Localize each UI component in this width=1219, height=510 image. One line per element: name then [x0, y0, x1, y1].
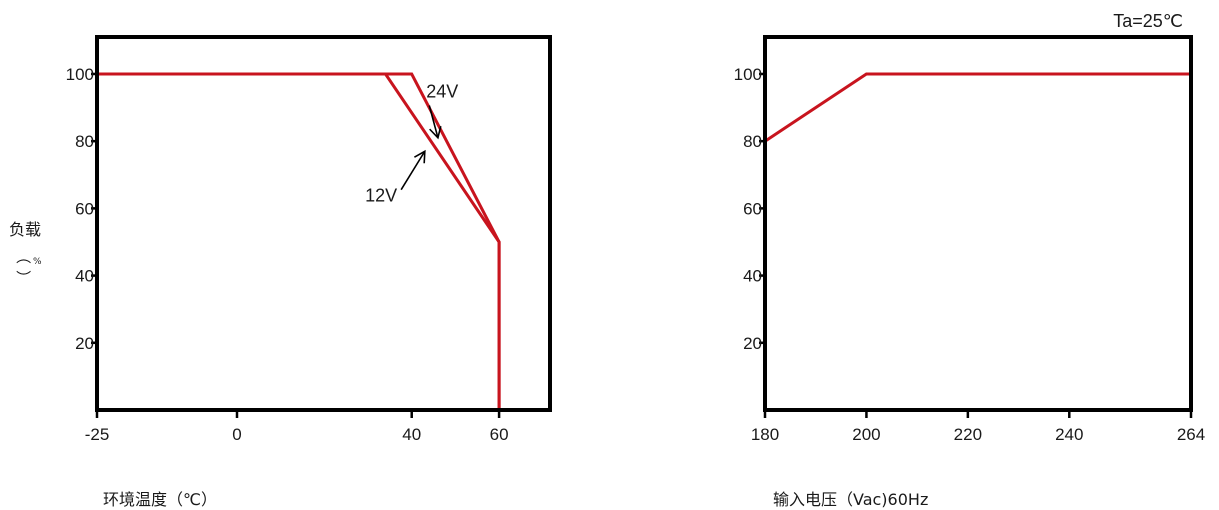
load-y-axis-label: 负载: [9, 220, 42, 239]
x-tick-label: 264: [1177, 425, 1205, 444]
load-y-axis-paren-close: ）: [14, 269, 33, 286]
chart-title: Ta=25℃: [1113, 11, 1183, 31]
annotation-12v: 12V: [365, 186, 397, 206]
y-tick-label: 60: [743, 199, 762, 218]
y-tick-label: 20: [75, 334, 94, 353]
x-tick-label: 220: [954, 425, 982, 444]
y-tick-label: 60: [75, 199, 94, 218]
annotation-arrowhead-24v: [429, 125, 442, 140]
x-tick-label: 240: [1055, 425, 1083, 444]
voltage-derating-chart: 20 40 60 80 100 180 200 220 240 264 Ta=25℃: [734, 11, 1206, 444]
y-tick-label: 20: [743, 334, 762, 353]
y-tick-label: 80: [743, 132, 762, 151]
x-tick-label: 60: [490, 425, 509, 444]
y-tick-label: 40: [743, 267, 762, 286]
y-tick-label: 40: [75, 267, 94, 286]
load-y-axis-paren-open: （: [14, 248, 33, 265]
y-tick-label: 100: [66, 65, 94, 84]
voltage-x-axis-title: 输入电压（Vac)60Hz: [773, 490, 929, 509]
temperature-derating-chart: 20 40 60 80 100 -25 0 40 60 24V 12V: [66, 35, 552, 444]
y-tick-label: 80: [75, 132, 94, 151]
annotation-arrowhead-12v: [414, 149, 426, 164]
x-tick-label: 180: [751, 425, 779, 444]
annotation-arrow-24v: [428, 105, 439, 139]
plot-frame: [95, 35, 552, 412]
series-line-24v: [97, 72, 501, 410]
load-y-axis-unit: %: [33, 257, 42, 267]
annotation-24v: 24V: [426, 81, 458, 101]
plot-frame: [763, 35, 1193, 412]
x-tick-label: 200: [852, 425, 880, 444]
annotation-arrow-12v: [400, 150, 426, 191]
series-line-0: [764, 72, 1191, 143]
x-tick-label: 40: [402, 425, 421, 444]
y-tick-label: 100: [734, 65, 762, 84]
x-tick-label: -25: [85, 425, 110, 444]
series-line-12v: [97, 72, 501, 410]
x-tick-label: 0: [232, 425, 241, 444]
temperature-x-axis-title: 环境温度（℃）: [103, 490, 217, 509]
